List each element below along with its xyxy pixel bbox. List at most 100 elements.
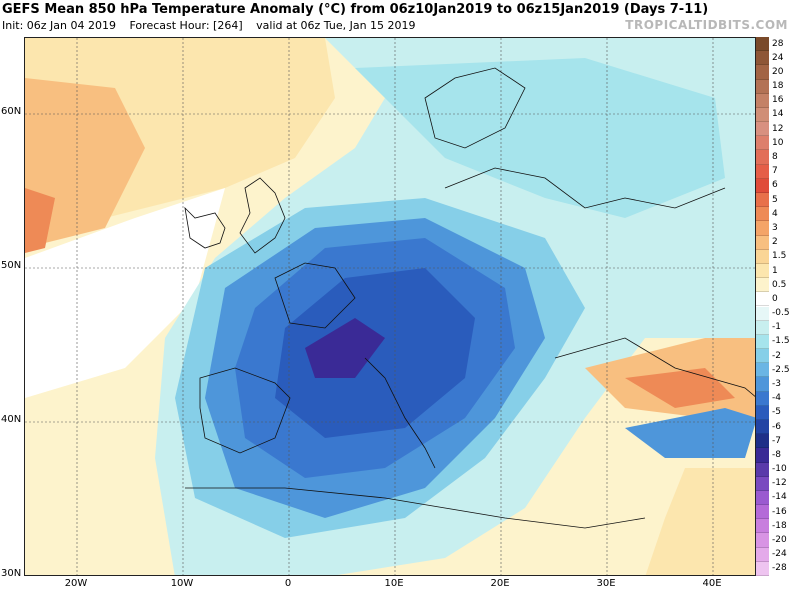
legend-label: -4 (772, 393, 781, 404)
legend-label: 1.5 (772, 251, 787, 262)
legend-swatch (756, 306, 769, 321)
coastlines (184, 67, 755, 529)
cold-core-c (305, 318, 385, 378)
legend-label: -18 (772, 520, 787, 531)
legend-level: -16 (756, 505, 800, 520)
lat-label-40n: 40N (1, 414, 22, 425)
legend-level: 10 (756, 136, 800, 151)
legend-swatch (756, 263, 769, 279)
legend-level: 2 (756, 235, 800, 250)
chart-title: GEFS Mean 850 hPa Temperature Anomaly (°… (2, 2, 709, 17)
forecast-hour: Forecast Hour: [264] (129, 19, 243, 32)
legend-label: -1.5 (772, 336, 790, 347)
legend-level: -4 (756, 391, 800, 406)
legend-level: -8 (756, 448, 800, 463)
legend-label: -24 (772, 549, 787, 560)
legend-swatch (756, 490, 769, 506)
legend-level: -2 (756, 349, 800, 364)
legend-swatch (756, 334, 769, 350)
legend-swatch (756, 363, 769, 378)
lon-label-10e: 10E (384, 578, 404, 589)
legend-swatch (756, 533, 769, 548)
brand-watermark[interactable]: TROPICALTIDBITS.COM (625, 18, 788, 32)
legend-level: 28 (756, 37, 800, 52)
legend-swatch (756, 505, 769, 520)
legend-swatch (756, 419, 769, 435)
legend-swatch (756, 349, 769, 364)
map-canvas (25, 38, 755, 575)
warm-area-atlantic (25, 78, 145, 248)
anomaly-map (24, 37, 756, 576)
legend-level: -0.5 (756, 306, 800, 321)
legend-label: 10 (772, 137, 784, 148)
legend-level: 20 (756, 65, 800, 80)
legend-level: 3 (756, 221, 800, 236)
legend-swatch (756, 107, 769, 123)
legend-label: 4 (772, 208, 778, 219)
legend-level: 12 (756, 122, 800, 137)
legend-level: 7 (756, 164, 800, 179)
legend-label: 7 (772, 166, 778, 177)
legend-swatch (756, 320, 769, 335)
legend-swatch (756, 193, 769, 208)
init-time: Init: 06z Jan 04 2019 (2, 19, 116, 32)
legend-label: -8 (772, 449, 781, 460)
legend-level: -7 (756, 434, 800, 449)
warm-core-turkey (625, 368, 735, 408)
legend-level: -1 (756, 320, 800, 335)
legend-label: -7 (772, 435, 781, 446)
legend-label: -12 (772, 478, 787, 489)
legend-swatch (756, 476, 769, 491)
legend-level: 4 (756, 207, 800, 222)
legend-label: -6 (772, 421, 781, 432)
lat-label-60n: 60N (1, 106, 22, 117)
warm-core-atlantic (25, 188, 55, 253)
chart-subtitle: Init: 06z Jan 04 2019 Forecast Hour: [26… (2, 19, 426, 32)
legend-level: 1 (756, 263, 800, 279)
legend-level: -3 (756, 377, 800, 392)
legend-level: 0 (756, 292, 800, 307)
legend-label: -10 (772, 464, 787, 475)
legend-swatch (756, 136, 769, 151)
legend-level: 16 (756, 93, 800, 108)
legend-swatch (756, 377, 769, 392)
legend-label: 0.5 (772, 279, 787, 290)
legend-swatch (756, 122, 769, 137)
neutral-band (25, 188, 225, 398)
legend-level: 24 (756, 51, 800, 66)
legend-level: 14 (756, 107, 800, 123)
warm-area-middle-east (645, 468, 755, 575)
legend-label: 28 (772, 38, 784, 49)
legend-level: -5 (756, 405, 800, 420)
legend-swatch (756, 164, 769, 179)
legend-level: -12 (756, 476, 800, 491)
legend-label: 8 (772, 152, 778, 163)
legend-label: 20 (772, 66, 784, 77)
legend-swatch (756, 235, 769, 250)
legend-label: -1 (772, 322, 781, 333)
legend-label: -16 (772, 506, 787, 517)
legend-level: 18 (756, 79, 800, 94)
legend-level: 8 (756, 150, 800, 165)
valid-time: valid at 06z Tue, Jan 15 2019 (256, 19, 416, 32)
legend-swatch (756, 207, 769, 222)
lon-label-20w: 20W (64, 578, 88, 589)
legend-swatch (756, 434, 769, 449)
legend-swatch (756, 391, 769, 406)
lon-label-40e: 40E (702, 578, 722, 589)
legend-level: 5 (756, 193, 800, 208)
legend-level: 1.5 (756, 249, 800, 264)
legend-swatch (756, 37, 769, 52)
legend-level: -18 (756, 519, 800, 534)
legend-swatch (756, 249, 769, 264)
legend-label: 2 (772, 237, 778, 248)
cold-area-scandinavia (355, 58, 725, 218)
legend-label: -28 (772, 563, 787, 574)
legend-label: -2 (772, 350, 781, 361)
legend-swatch (756, 292, 769, 307)
legend-level: -14 (756, 490, 800, 506)
legend-level: -1.5 (756, 334, 800, 350)
legend-level: 6 (756, 178, 800, 193)
legend-label: 5 (772, 194, 778, 205)
lat-label-30n: 30N (1, 568, 22, 579)
